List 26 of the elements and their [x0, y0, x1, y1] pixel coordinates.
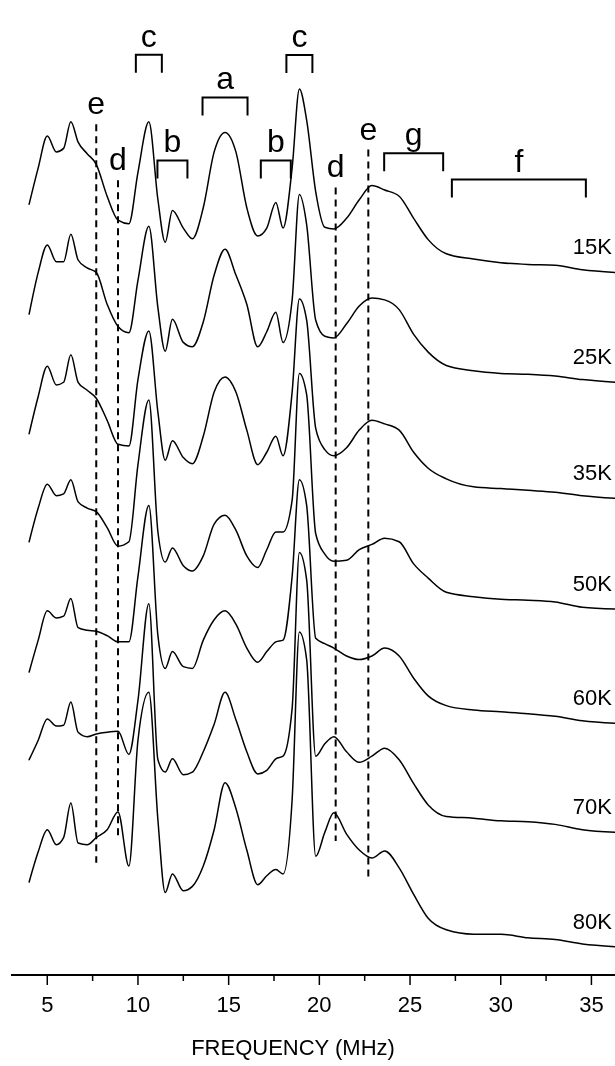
- annotation: a: [216, 60, 235, 97]
- annotation: c: [291, 18, 308, 54]
- ref-line-label: d: [109, 141, 127, 178]
- series-label: 80K: [572, 908, 613, 934]
- ref-line-label: e: [359, 110, 378, 147]
- x-tick-label: 35: [579, 992, 604, 1017]
- x-tick-label: 5: [41, 992, 54, 1017]
- x-tick-label: 25: [397, 992, 423, 1017]
- x-axis-title: FREQUENCY (MHz): [191, 1035, 395, 1060]
- series-label: 70K: [572, 794, 613, 820]
- x-tick-label: 30: [488, 992, 513, 1017]
- annotation: f: [514, 142, 524, 179]
- ref-line-label: e: [87, 85, 106, 122]
- series-label: 50K: [572, 571, 613, 597]
- x-tick-label: 10: [125, 992, 151, 1017]
- series-label: 35K: [572, 460, 613, 486]
- ref-line-label: d: [326, 148, 345, 185]
- annotation: b: [163, 123, 182, 160]
- annotation: b: [266, 123, 285, 160]
- x-tick-label: 15: [216, 992, 241, 1017]
- series-label: 15K: [572, 234, 613, 260]
- annotation: c: [140, 17, 157, 54]
- series-label: 25K: [572, 344, 613, 370]
- x-tick-label: 20: [307, 992, 332, 1017]
- annotation: g: [404, 116, 423, 153]
- series-label: 60K: [572, 685, 613, 711]
